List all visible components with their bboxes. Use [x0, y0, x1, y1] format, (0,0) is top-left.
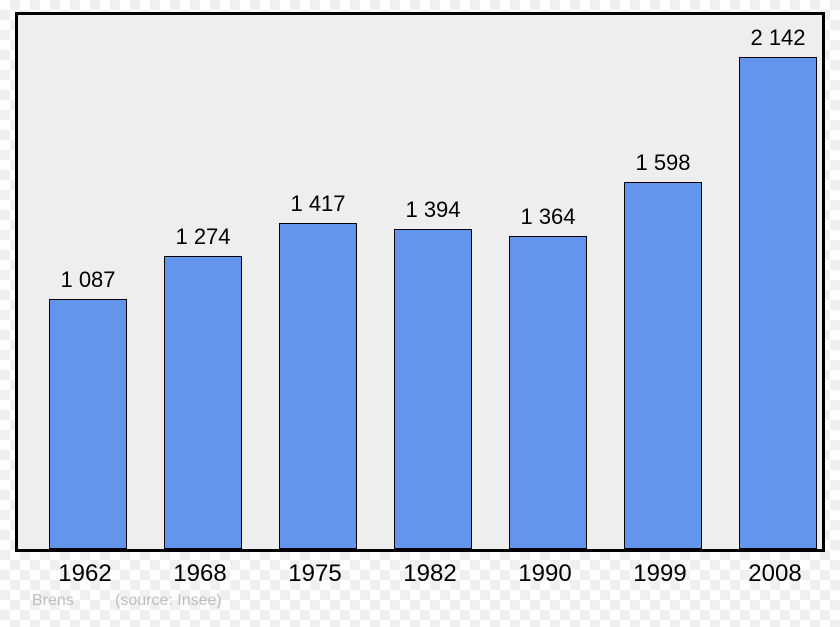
- x-tick-label: 1975: [288, 560, 341, 588]
- plot-area: 1 087 1 274 1 417 1 394 1 364 1 598 2 142: [15, 12, 825, 552]
- bar-value-label: 1 274: [175, 224, 230, 250]
- bar-2008: [739, 57, 817, 549]
- bar-1968: [164, 256, 242, 549]
- bar-value-label: 2 142: [750, 25, 805, 51]
- x-tick-label: 1990: [518, 560, 571, 588]
- bar-1990: [509, 236, 587, 549]
- bar-1999: [624, 182, 702, 549]
- bar-value-label: 1 417: [290, 191, 345, 217]
- footer-source: (source: Insee): [115, 592, 222, 610]
- x-tick-label: 1962: [58, 560, 111, 588]
- bar-value-label: 1 364: [520, 204, 575, 230]
- bar-value-label: 1 394: [405, 197, 460, 223]
- footer-location: Brens: [32, 592, 74, 610]
- bar-value-label: 1 087: [60, 267, 115, 293]
- bar-value-label: 1 598: [635, 150, 690, 176]
- bar-1975: [279, 223, 357, 549]
- x-tick-label: 1999: [633, 560, 686, 588]
- bar-1982: [394, 229, 472, 549]
- x-tick-label: 1982: [403, 560, 456, 588]
- bar-1962: [49, 299, 127, 549]
- x-tick-label: 1968: [173, 560, 226, 588]
- x-tick-label: 2008: [748, 560, 801, 588]
